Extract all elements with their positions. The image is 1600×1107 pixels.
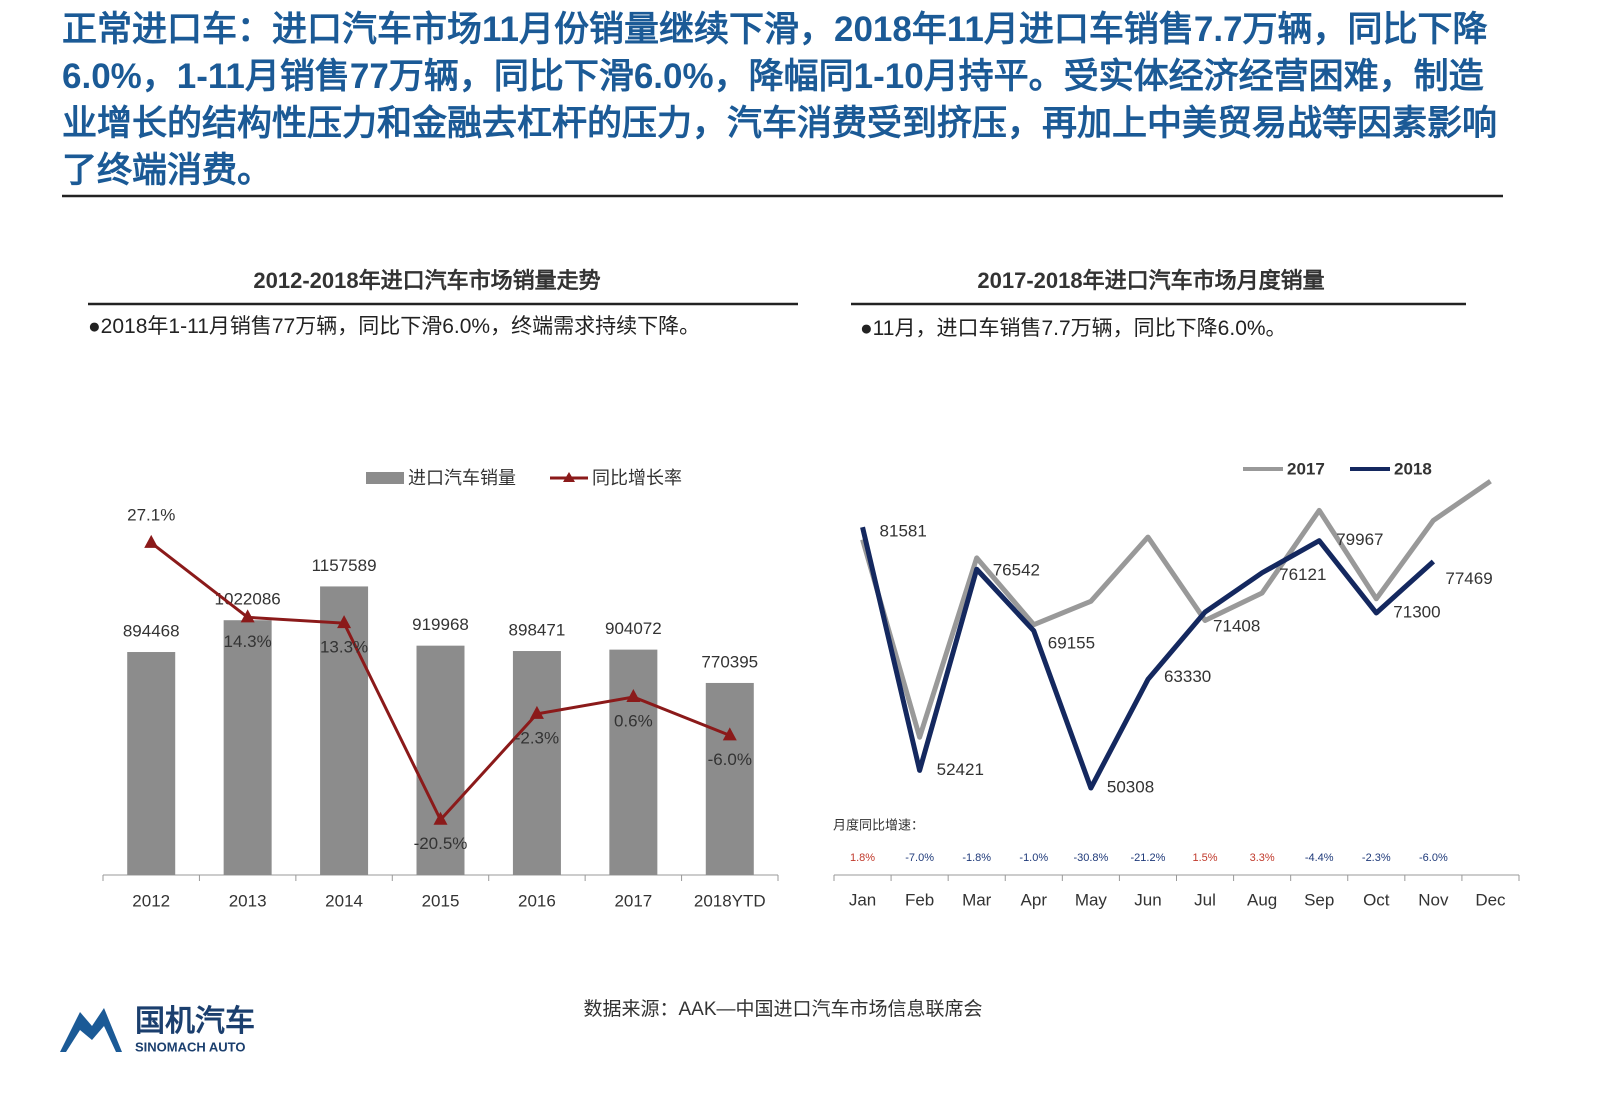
growth-label: 14.3% — [224, 632, 272, 651]
x-tick-label: 2015 — [422, 891, 460, 910]
growth-value: 1.5% — [1193, 852, 1218, 864]
bar — [609, 649, 658, 875]
source: 数据来源：AAK—中国进口汽车市场信息联席会 — [583, 998, 982, 1020]
bar — [320, 586, 369, 875]
x-tick-label: Feb — [905, 890, 934, 909]
data-label: 71300 — [1393, 602, 1440, 621]
bar — [416, 645, 465, 875]
legend-swatch — [563, 472, 575, 482]
data-label: 76121 — [1279, 565, 1326, 584]
growth-value: 1.8% — [850, 852, 875, 864]
growth-value: -2.3% — [1362, 852, 1391, 864]
data-label: 77469 — [1445, 569, 1492, 588]
bar — [705, 682, 754, 875]
bar — [512, 651, 561, 875]
data-label: 50308 — [1107, 778, 1154, 797]
chart-note: ●2018年1-11月销售77万辆，同比下滑6.0%，终端需求持续下降。 — [88, 315, 701, 338]
legend-label: 2017 — [1287, 459, 1325, 478]
growth-label: -20.5% — [414, 834, 468, 853]
legend-label: 2018 — [1394, 459, 1432, 478]
x-tick-label: 2014 — [325, 891, 363, 910]
logo-name: 国机汽车 — [135, 1004, 255, 1038]
series-line — [860, 526, 1436, 791]
data-label: 79967 — [1336, 530, 1383, 549]
data-label: 63330 — [1164, 667, 1211, 686]
chart-title: 2012-2018年进口汽车市场销量走势 — [253, 268, 600, 293]
bar-value-label: 904072 — [605, 619, 662, 638]
x-tick-label: Jan — [849, 890, 876, 909]
data-label: 76542 — [993, 561, 1040, 580]
bar — [127, 652, 176, 875]
logo-subtitle: SINOMACH AUTO — [135, 1039, 246, 1054]
data-label: 69155 — [1048, 633, 1095, 652]
growth-value: -1.8% — [962, 852, 991, 864]
growth-label: -2.3% — [515, 728, 559, 747]
bar-value-label: 898471 — [509, 621, 566, 640]
growth-value: -4.4% — [1305, 852, 1334, 864]
bar-value-label: 894468 — [123, 622, 180, 641]
x-tick-label: May — [1075, 890, 1108, 909]
bar-value-label: 770395 — [701, 652, 758, 671]
growth-value: -7.0% — [905, 852, 934, 864]
x-tick-label: 2017 — [614, 891, 652, 910]
data-label: 52421 — [937, 760, 984, 779]
growth-marker — [626, 689, 641, 703]
growth-value: -1.0% — [1019, 852, 1048, 864]
bar-value-label: 919968 — [412, 615, 469, 634]
x-tick-label: Mar — [962, 890, 992, 909]
x-tick-label: 2013 — [229, 891, 267, 910]
growth-value: -6.0% — [1419, 852, 1448, 864]
data-label: 71408 — [1213, 617, 1260, 636]
growth-marker — [529, 705, 544, 719]
bar-value-label: 1157589 — [312, 556, 377, 575]
x-tick-label: Nov — [1418, 890, 1449, 909]
growth-title: 月度同比增速： — [833, 817, 924, 832]
growth-value: 3.3% — [1250, 852, 1275, 864]
x-tick-label: Sep — [1304, 890, 1334, 909]
header-text: 正常进口车：进口汽车市场11月份销量继续下滑，2018年11月进口车销售7.7万… — [62, 10, 1498, 190]
legend-label: 进口汽车销量 — [408, 468, 516, 488]
legend-swatch — [366, 472, 404, 484]
growth-value: -21.2% — [1131, 852, 1166, 864]
x-tick-label: Aug — [1247, 890, 1277, 909]
growth-value: -30.8% — [1073, 852, 1108, 864]
growth-label: 0.6% — [614, 711, 653, 730]
x-tick-label: Dec — [1475, 890, 1506, 909]
x-tick-label: Jul — [1194, 890, 1216, 909]
growth-marker — [337, 615, 352, 629]
x-tick-label: Oct — [1363, 890, 1390, 909]
x-tick-label: Jun — [1134, 890, 1161, 909]
data-label: 81581 — [880, 522, 927, 541]
logo-icon — [66, 1026, 116, 1052]
chart-title: 2017-2018年进口汽车市场月度销量 — [977, 268, 1324, 293]
growth-label: 27.1% — [127, 505, 175, 524]
growth-marker — [240, 609, 255, 623]
growth-marker — [433, 811, 448, 825]
growth-label: -6.0% — [708, 750, 752, 769]
x-tick-label: 2018YTD — [694, 891, 766, 910]
bar — [223, 620, 272, 875]
growth-label: 13.3% — [320, 638, 368, 657]
growth-marker — [144, 534, 159, 548]
chart-note: ●11月，进口车销售7.7万辆，同比下降6.0%。 — [860, 317, 1287, 340]
x-tick-label: 2016 — [518, 891, 556, 910]
series-line — [860, 479, 1492, 740]
growth-marker — [722, 727, 737, 741]
x-tick-label: 2012 — [132, 891, 170, 910]
legend-label: 同比增长率 — [592, 468, 682, 488]
x-tick-label: Apr — [1021, 890, 1048, 909]
